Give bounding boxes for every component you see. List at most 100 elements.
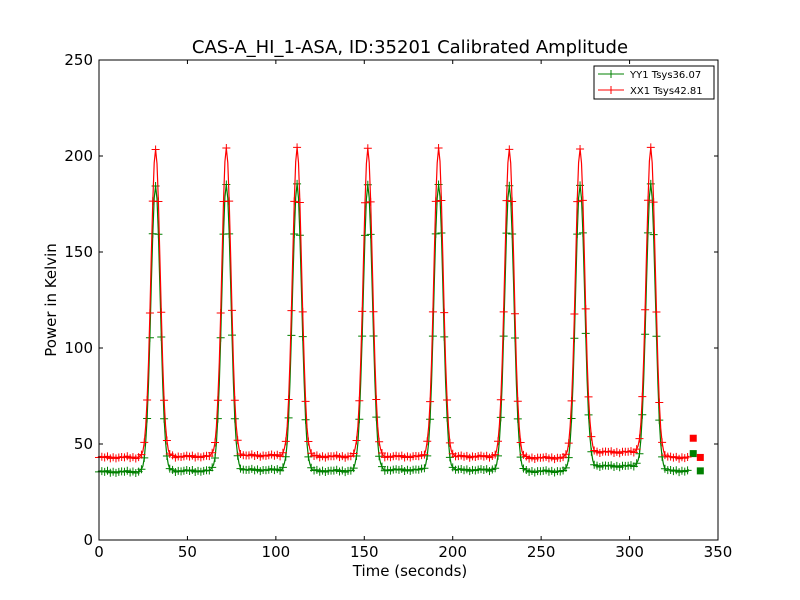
series-markers [95, 143, 692, 464]
data-point [137, 465, 146, 474]
data-point [295, 198, 304, 207]
data-point [683, 466, 692, 475]
data-point [208, 463, 217, 472]
data-point [567, 414, 576, 423]
data-point [561, 450, 570, 459]
data-point [157, 332, 166, 341]
data-point [510, 309, 519, 318]
data-point [445, 438, 454, 447]
data-point [284, 395, 293, 404]
data-point [516, 438, 525, 447]
data-point [375, 437, 384, 446]
data-point [211, 438, 220, 447]
data-point [638, 392, 647, 401]
data-point [564, 439, 573, 448]
data-point [143, 396, 152, 405]
data-point [643, 228, 652, 237]
data-point [635, 449, 644, 458]
data-point [578, 196, 587, 205]
data-point [632, 445, 641, 454]
data-point [216, 333, 225, 342]
data-point [420, 464, 429, 473]
data-point [230, 396, 239, 405]
data-point [652, 308, 661, 317]
data-point [570, 334, 579, 343]
data-point [584, 410, 593, 419]
ticks-layer: 0 50 100 150 200 250 300 350 0 50 100 150 200 250 [64, 51, 732, 561]
x-tick-label: 300 [615, 543, 644, 561]
data-point [154, 197, 163, 206]
data-point [355, 415, 364, 424]
data-point [431, 229, 440, 238]
data-point [227, 331, 236, 340]
x-tick-label: 150 [350, 543, 379, 561]
data-point [360, 198, 369, 207]
series-layer [95, 143, 704, 477]
data-point [658, 438, 667, 447]
data-point [491, 450, 500, 459]
y-tick-label: 200 [64, 147, 93, 165]
x-axis-label: Time (seconds) [352, 562, 468, 580]
data-point [304, 437, 313, 446]
data-point [499, 332, 508, 341]
data-point [513, 397, 522, 406]
data-point [505, 145, 514, 154]
data-point [649, 230, 658, 239]
data-point [502, 196, 511, 205]
data-point [366, 230, 375, 239]
data-point [428, 307, 437, 316]
y-tick-label: 100 [64, 339, 93, 357]
data-point [225, 229, 234, 238]
data-point [641, 330, 650, 339]
data-point [366, 197, 375, 206]
y-tick-label: 50 [74, 435, 93, 453]
data-point [578, 228, 587, 237]
data-point [508, 230, 517, 239]
series-line [98, 147, 690, 460]
data-point [576, 144, 585, 153]
legend-label-yy1: YY1 Tsys36.07 [629, 70, 701, 81]
plot-frame [98, 59, 719, 541]
chart-title: CAS-A_HI_1-ASA, ID:35201 Calibrated Ampl… [192, 37, 628, 58]
x-tick-label: 350 [704, 543, 733, 561]
legend: YY1 Tsys36.07 XX1 Tsys42.81 [593, 65, 715, 100]
data-point [222, 143, 231, 152]
data-point [508, 197, 517, 206]
data-point [208, 448, 217, 457]
end-point [696, 453, 704, 461]
data-point [157, 308, 166, 317]
data-point [437, 228, 446, 237]
data-point [638, 410, 647, 419]
series-0 [95, 179, 704, 477]
data-point [496, 395, 505, 404]
data-point [643, 196, 652, 205]
x-tick-label: 50 [178, 543, 197, 561]
data-point [355, 396, 364, 405]
data-point [443, 395, 452, 404]
data-point [510, 334, 519, 343]
data-point [278, 448, 287, 457]
data-point [635, 434, 644, 443]
data-point [573, 197, 582, 206]
legend-marker-xx1 [607, 86, 615, 94]
data-point [298, 307, 307, 316]
data-point [502, 229, 511, 238]
data-point [145, 333, 154, 342]
data-point [426, 415, 435, 424]
end-point [689, 450, 697, 458]
data-point [349, 464, 358, 473]
data-point [227, 306, 236, 315]
data-point [493, 437, 502, 446]
data-point [496, 413, 505, 422]
data-point [284, 413, 293, 422]
data-point [584, 392, 593, 401]
data-point [352, 436, 361, 445]
end-point [696, 467, 704, 475]
data-point [431, 197, 440, 206]
data-point [295, 231, 304, 240]
data-point [358, 307, 367, 316]
data-point [162, 436, 171, 445]
data-point [137, 450, 146, 459]
data-point [437, 196, 446, 205]
series-line [98, 183, 690, 474]
